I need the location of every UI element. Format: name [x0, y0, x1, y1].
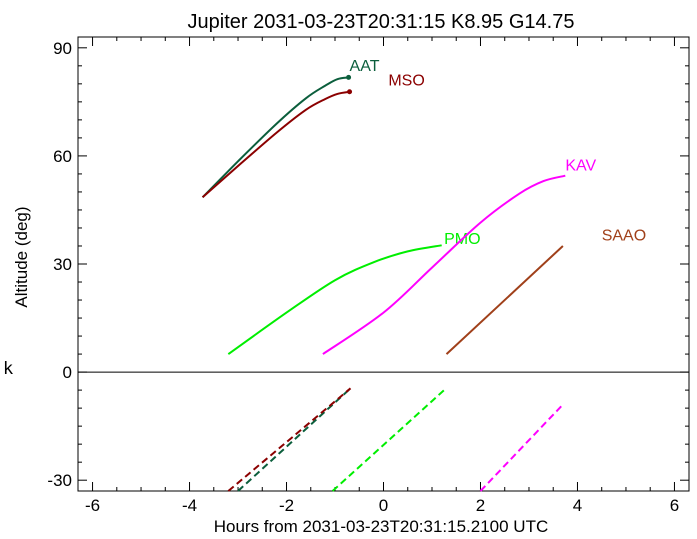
- x-tick-label: 6: [670, 496, 679, 515]
- x-tick-label: -4: [182, 496, 197, 515]
- x-tick-label: 4: [573, 496, 582, 515]
- series-label-aat: AAT: [350, 58, 380, 75]
- y-tick-label: 60: [53, 147, 72, 166]
- series-end-marker-aat: [346, 74, 352, 80]
- y-axis-label: Altitude (deg): [12, 206, 31, 307]
- series-label-mso: MSO: [388, 73, 424, 90]
- x-tick-label: -6: [85, 496, 100, 515]
- series-label-kav: KAV: [565, 157, 596, 174]
- series-below-horizon-kav: [479, 403, 564, 492]
- series-line-aat: [201, 76, 349, 199]
- y-tick-label: 90: [53, 39, 72, 58]
- x-tick-label: 2: [476, 496, 485, 515]
- series-aat: AAT: [201, 58, 380, 492]
- y-tick-label: 0: [63, 363, 72, 382]
- series-layer: AAT MSO PMO KAV SAAO: [201, 58, 646, 492]
- axes-layer: -6 -4 -2 0 2 4 6 -30 0 30 60 90: [47, 37, 689, 515]
- chart-title: Jupiter 2031-03-23T20:31:15 K8.95 G14.75: [188, 11, 575, 33]
- series-saao: SAAO: [445, 228, 646, 355]
- y-tick-label: 30: [53, 255, 72, 274]
- series-below-horizon-aat: [237, 387, 352, 492]
- x-tick-label: -2: [279, 496, 294, 515]
- y-tick-label: -30: [47, 471, 72, 490]
- series-mso: MSO: [201, 73, 425, 492]
- series-line-saao: [445, 245, 564, 355]
- x-axis-label: Hours from 2031-03-23T20:31:15.2100 UTC: [214, 517, 549, 536]
- plot-frame: [77, 36, 690, 492]
- side-label: k: [3, 359, 13, 379]
- series-kav: KAV: [322, 157, 597, 492]
- series-line-kav: [322, 174, 566, 355]
- x-tick-label: 0: [379, 496, 388, 515]
- series-line-mso: [201, 90, 350, 199]
- series-label-saao: SAAO: [602, 228, 646, 245]
- series-below-horizon-pmo: [331, 389, 445, 492]
- series-pmo: PMO: [227, 231, 481, 492]
- series-end-marker-mso: [347, 89, 353, 95]
- series-below-horizon-mso: [227, 387, 352, 492]
- series-line-pmo: [227, 244, 442, 355]
